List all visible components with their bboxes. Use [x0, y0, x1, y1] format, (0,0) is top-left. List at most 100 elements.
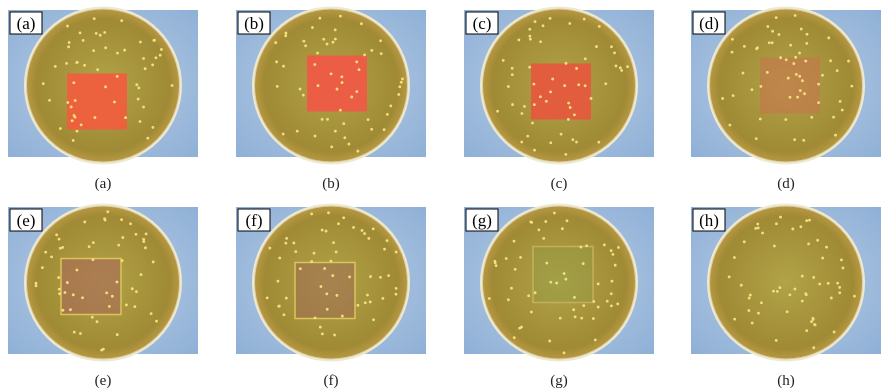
colony	[389, 104, 392, 107]
colony	[560, 133, 563, 136]
colony	[152, 126, 155, 129]
colony	[380, 52, 383, 55]
colony	[339, 109, 342, 112]
colony	[577, 83, 580, 86]
colony	[58, 238, 61, 241]
film-sample	[295, 263, 355, 319]
colony	[387, 274, 390, 277]
colony	[332, 41, 335, 44]
colony	[721, 97, 724, 100]
colony	[773, 245, 776, 248]
colony	[150, 312, 153, 315]
colony	[76, 269, 79, 272]
colony	[825, 246, 828, 249]
colony	[584, 84, 587, 87]
colony	[731, 38, 734, 41]
colony	[400, 81, 403, 84]
colony	[806, 33, 809, 36]
colony	[808, 219, 811, 222]
colony	[788, 293, 791, 296]
colony	[818, 283, 821, 286]
colony	[793, 288, 796, 291]
colony	[779, 56, 782, 59]
colony	[772, 290, 775, 293]
colony	[337, 222, 340, 225]
colony	[537, 228, 540, 231]
colony	[617, 246, 620, 249]
colony	[842, 267, 845, 270]
colony	[566, 219, 569, 222]
colony	[574, 315, 577, 318]
colony	[278, 305, 281, 308]
colony	[513, 240, 516, 243]
colony	[798, 52, 801, 55]
colony	[57, 276, 60, 279]
colony	[282, 313, 285, 316]
colony	[322, 38, 325, 41]
colony	[323, 267, 326, 270]
panel-tag: (d)	[699, 14, 719, 33]
colony	[836, 69, 839, 72]
panel-tag: (f)	[246, 211, 263, 230]
colony	[549, 281, 552, 284]
colony	[729, 124, 732, 127]
colony	[310, 212, 313, 215]
colony	[533, 103, 536, 106]
colony	[603, 244, 606, 247]
colony	[511, 73, 514, 76]
colony	[72, 293, 75, 296]
colony	[789, 96, 792, 99]
colony	[565, 62, 568, 65]
colony	[801, 275, 804, 278]
colony	[528, 28, 531, 31]
colony	[803, 92, 806, 95]
colony	[610, 305, 613, 308]
colony	[66, 101, 69, 104]
colony	[731, 51, 734, 54]
colony	[155, 320, 158, 323]
colony	[733, 256, 736, 259]
colony	[553, 212, 556, 215]
colony	[105, 291, 108, 294]
colony	[364, 301, 367, 304]
colony	[821, 74, 824, 77]
colony	[606, 300, 609, 303]
colony	[757, 227, 760, 230]
colony	[755, 137, 758, 140]
colony	[330, 260, 333, 263]
colony	[330, 72, 333, 75]
colony	[99, 34, 102, 37]
colony	[137, 98, 140, 101]
colony	[395, 293, 398, 296]
colony	[514, 268, 517, 271]
colony	[612, 253, 615, 256]
colony	[513, 336, 516, 339]
panel-caption: (h)	[777, 373, 795, 389]
colony	[278, 257, 281, 260]
colony	[619, 66, 622, 69]
colony	[81, 296, 84, 299]
colony	[733, 318, 736, 321]
colony	[836, 282, 839, 285]
colony	[282, 65, 285, 68]
colony	[44, 251, 47, 254]
colony	[595, 45, 598, 48]
film-sample	[533, 247, 593, 303]
colony	[519, 256, 522, 259]
colony	[755, 47, 758, 50]
colony	[96, 68, 99, 71]
colony	[342, 216, 345, 219]
colony	[564, 153, 567, 156]
colony	[569, 106, 572, 109]
colony	[334, 28, 337, 31]
colony	[296, 130, 299, 133]
colony	[159, 54, 162, 57]
colony	[121, 259, 124, 262]
colony	[613, 52, 616, 55]
colony	[268, 247, 271, 250]
colony	[341, 81, 344, 84]
colony	[397, 93, 400, 96]
colony	[326, 308, 329, 311]
colony	[302, 40, 305, 43]
agar	[710, 207, 862, 359]
